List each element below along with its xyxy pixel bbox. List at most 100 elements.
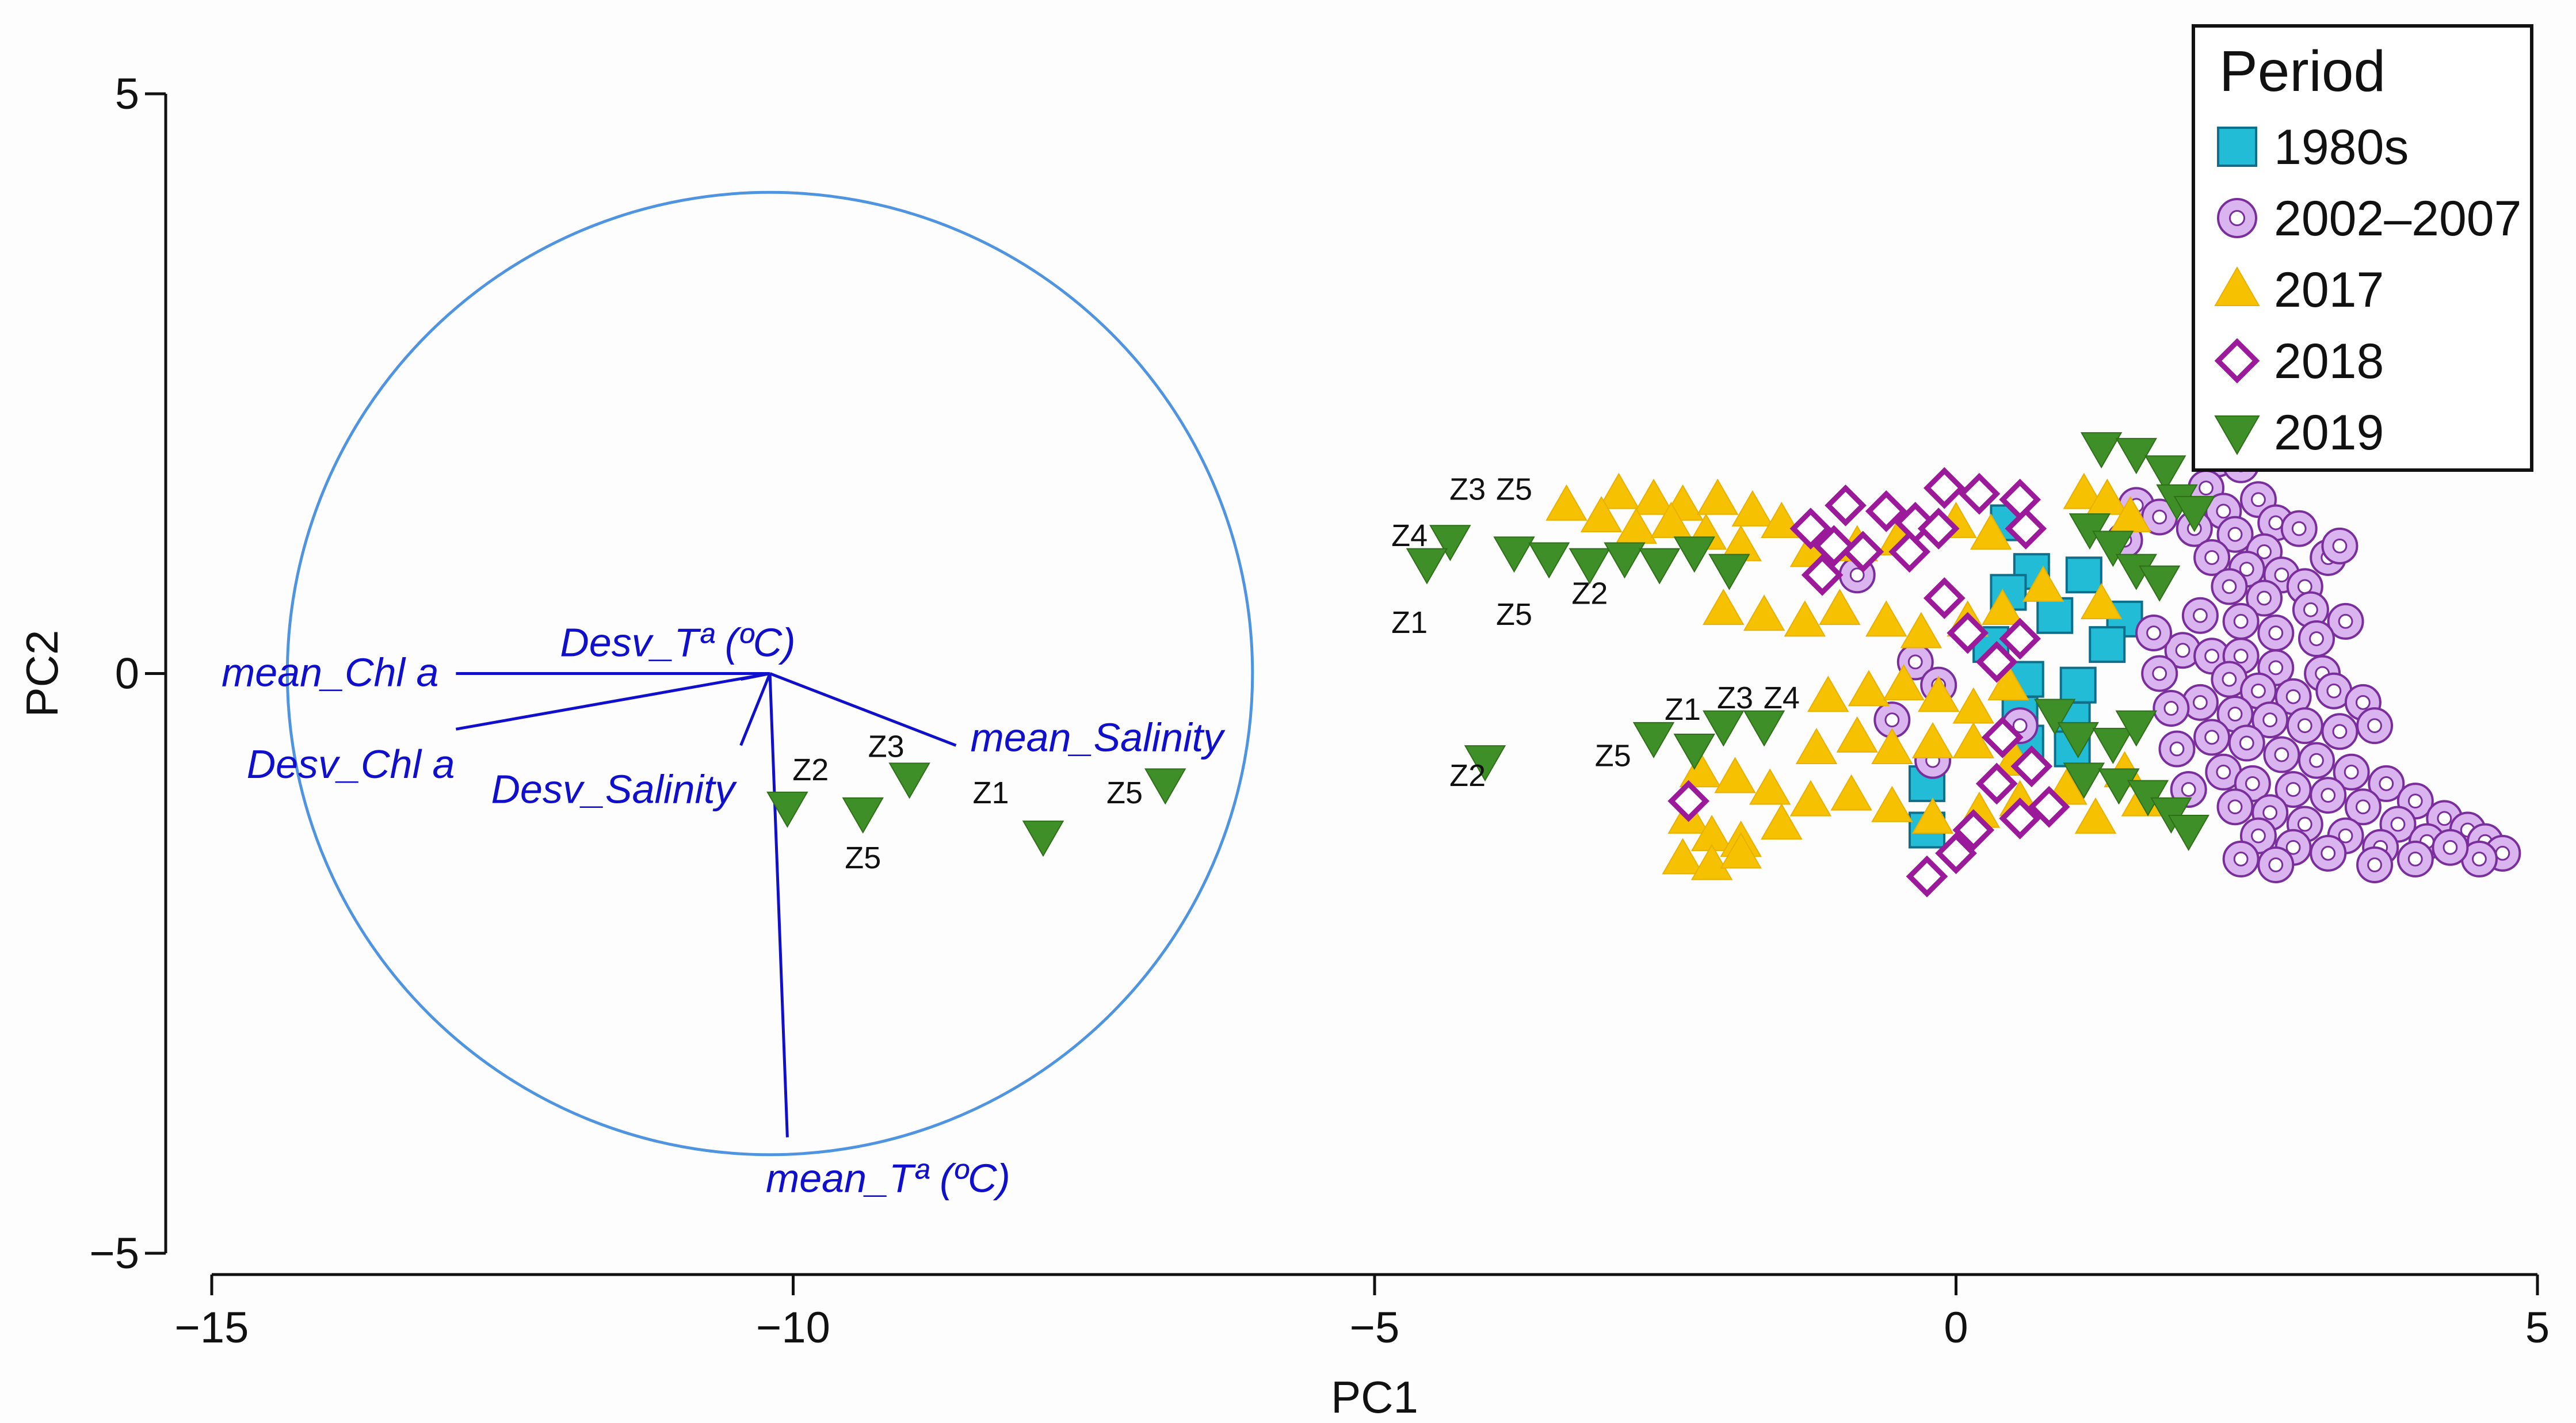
legend-label: 1980s bbox=[2274, 120, 2409, 175]
point-2017 bbox=[1807, 676, 1849, 712]
loading-vector-label: Desv_Tª (ºC) bbox=[560, 620, 795, 665]
point-2017 bbox=[1848, 670, 1890, 707]
point-2002-2007-hole bbox=[2297, 817, 2312, 832]
point-2002-2007-hole bbox=[2379, 776, 2394, 791]
point-2002-2007 bbox=[2321, 527, 2359, 564]
point-2002-2007-hole bbox=[2268, 625, 2284, 640]
point-2002-2007-hole bbox=[2222, 672, 2237, 687]
point-2018 bbox=[1801, 554, 1844, 596]
point-2019 bbox=[1708, 554, 1750, 590]
point-2002-2007 bbox=[2298, 742, 2335, 779]
point-2018 bbox=[2028, 785, 2070, 828]
point-label: Z4 bbox=[1764, 681, 1800, 715]
point-2002-2007 bbox=[2286, 707, 2323, 745]
legend-label: 2018 bbox=[2274, 334, 2384, 389]
point-2002-2007 bbox=[2181, 684, 2219, 721]
point-2002-2007 bbox=[2141, 655, 2178, 692]
point-2002-2007-hole bbox=[2239, 562, 2254, 577]
point-2017 bbox=[1650, 502, 1692, 539]
point-2019 bbox=[2063, 762, 2105, 799]
point-2002-2007 bbox=[2193, 719, 2231, 756]
point-label: Z2 bbox=[792, 753, 829, 787]
point-2002-2007-hole bbox=[2181, 782, 2196, 797]
loading-vector-label: mean_Tª (ºC) bbox=[766, 1156, 1010, 1201]
point-2019 bbox=[2057, 722, 2099, 758]
loading-vector bbox=[768, 673, 789, 1138]
point-2018 bbox=[1923, 577, 1966, 619]
point-2002-2007-hole bbox=[2204, 648, 2220, 664]
point-2019 bbox=[2098, 768, 2140, 805]
point-2017 bbox=[2022, 565, 2064, 602]
point-2017 bbox=[1784, 600, 1826, 637]
point-2017 bbox=[1714, 757, 1756, 793]
x-tick-label: 5 bbox=[2525, 1303, 2550, 1352]
point-2002-2007-hole bbox=[2274, 747, 2289, 762]
point-2002-2007 bbox=[2181, 597, 2219, 634]
point-2019 bbox=[1528, 542, 1570, 579]
point-2002-2007 bbox=[2321, 713, 2359, 750]
point-2002-2007-hole bbox=[2169, 741, 2185, 757]
point-label: Z3 bbox=[868, 730, 905, 764]
point-2002-2007-hole bbox=[2355, 695, 2371, 710]
point-2018 bbox=[1981, 716, 2024, 758]
point-2017 bbox=[2063, 472, 2105, 509]
point-2019 bbox=[1429, 525, 1471, 562]
point-2017 bbox=[1917, 676, 1960, 712]
point-2002-2007 bbox=[2211, 568, 2248, 605]
point-label: Z2 bbox=[1571, 577, 1608, 611]
point-2019 bbox=[1673, 536, 1716, 573]
axes-layer: −5 0 5 −15 −10 −5 0 5 PC1 PC2 bbox=[17, 70, 2550, 1422]
point-2002-2007-hole bbox=[2390, 817, 2406, 832]
point-2018 bbox=[1888, 531, 1931, 573]
point-2002-2007 bbox=[2257, 846, 2295, 883]
point-2002-2007 bbox=[2222, 602, 2260, 640]
loading-vector-label: Desv_Chl a bbox=[247, 742, 455, 787]
point-label: Z1 bbox=[973, 776, 1009, 810]
point-2002-2007 bbox=[2135, 614, 2173, 651]
point-2002-2007 bbox=[2216, 516, 2254, 553]
biplot-score-point bbox=[1144, 768, 1186, 805]
point-2002-2007 bbox=[2216, 788, 2254, 826]
point-2019 bbox=[2080, 432, 2123, 469]
point-2019 bbox=[2144, 455, 2186, 492]
point-2002-2007-hole bbox=[2204, 550, 2220, 565]
point-2002-2007-hole bbox=[2012, 718, 2028, 734]
biplot-score-point bbox=[1022, 821, 1064, 857]
point-2017 bbox=[2080, 583, 2123, 620]
x-tick-label: −15 bbox=[175, 1303, 249, 1352]
point-2002-2007-hole bbox=[2321, 845, 2336, 861]
point-2002-2007-hole bbox=[2297, 579, 2312, 594]
point-2017 bbox=[1632, 478, 1675, 515]
point-label: Z3 bbox=[1717, 681, 1753, 715]
y-tick-label: 5 bbox=[115, 70, 139, 119]
point-2002-2007-hole bbox=[1849, 567, 1865, 583]
point-2018 bbox=[2010, 745, 2053, 788]
point-2017 bbox=[1703, 589, 1745, 625]
point-2002-2007-hole bbox=[2251, 683, 2266, 699]
point-2002-2007-hole bbox=[2175, 643, 2190, 658]
point-2002-2007 bbox=[2246, 579, 2283, 617]
point-2002-2007-hole bbox=[2338, 613, 2353, 629]
point-2002-2007-hole bbox=[2193, 695, 2208, 710]
point-2017 bbox=[1900, 612, 1943, 648]
point-label: Z1 bbox=[1391, 605, 1428, 640]
point-2002-2007-hole bbox=[2152, 666, 2167, 681]
point-2017 bbox=[2074, 797, 2117, 834]
point-2019 bbox=[1493, 536, 1535, 573]
point-2002-2007 bbox=[2274, 771, 2312, 808]
point-2002-2007 bbox=[1873, 701, 1911, 739]
point-2002-2007 bbox=[2368, 765, 2405, 802]
point-2002-2007 bbox=[2356, 846, 2394, 883]
point-2002-2007-hole bbox=[2227, 707, 2243, 722]
series-biplot-scores bbox=[766, 762, 1186, 857]
legend-marker bbox=[2217, 198, 2257, 238]
point-2018 bbox=[1999, 617, 2041, 660]
point-1980s bbox=[2065, 556, 2102, 594]
point-2002-2007 bbox=[2396, 840, 2434, 878]
point-2017 bbox=[1690, 844, 1733, 880]
point-2002-2007 bbox=[2153, 689, 2190, 727]
legend-label: 2002–2007 bbox=[2274, 191, 2521, 246]
point-2018 bbox=[1952, 809, 1995, 851]
point-2002-2007-hole bbox=[2257, 590, 2272, 606]
point-2002-2007 bbox=[2263, 736, 2300, 773]
